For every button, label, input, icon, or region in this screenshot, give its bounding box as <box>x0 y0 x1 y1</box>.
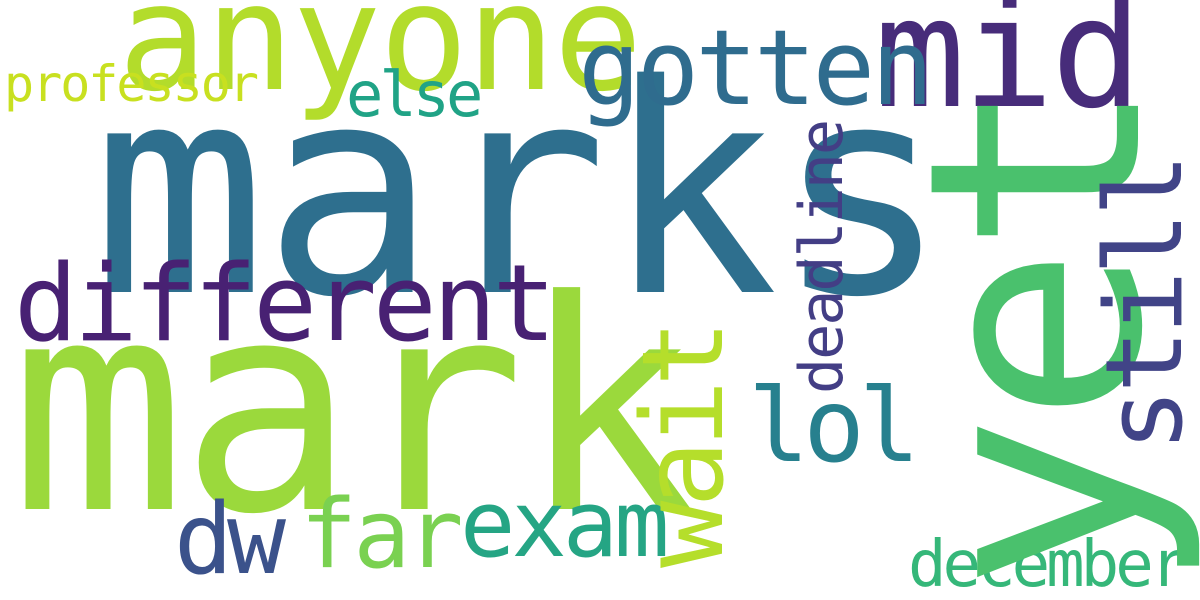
word-lol: lol <box>748 367 920 486</box>
word-mid: mid <box>874 0 1143 142</box>
word-anyone: anyone <box>118 0 643 124</box>
word-else: else <box>346 58 483 131</box>
word-wait: wait <box>619 326 749 568</box>
word-different: different <box>14 242 556 365</box>
word-deadline: deadline <box>787 121 857 394</box>
word-mark: mark <box>10 238 695 578</box>
word-dw: dw <box>174 483 286 597</box>
word-still: still <box>1083 157 1200 452</box>
word-exam: exam <box>460 471 670 578</box>
word-december: december <box>908 528 1188 600</box>
word-professor: professor <box>4 55 259 113</box>
word-far: far <box>300 480 464 590</box>
word-gotten: gotten <box>578 7 934 129</box>
word-marks: marks <box>92 24 949 361</box>
